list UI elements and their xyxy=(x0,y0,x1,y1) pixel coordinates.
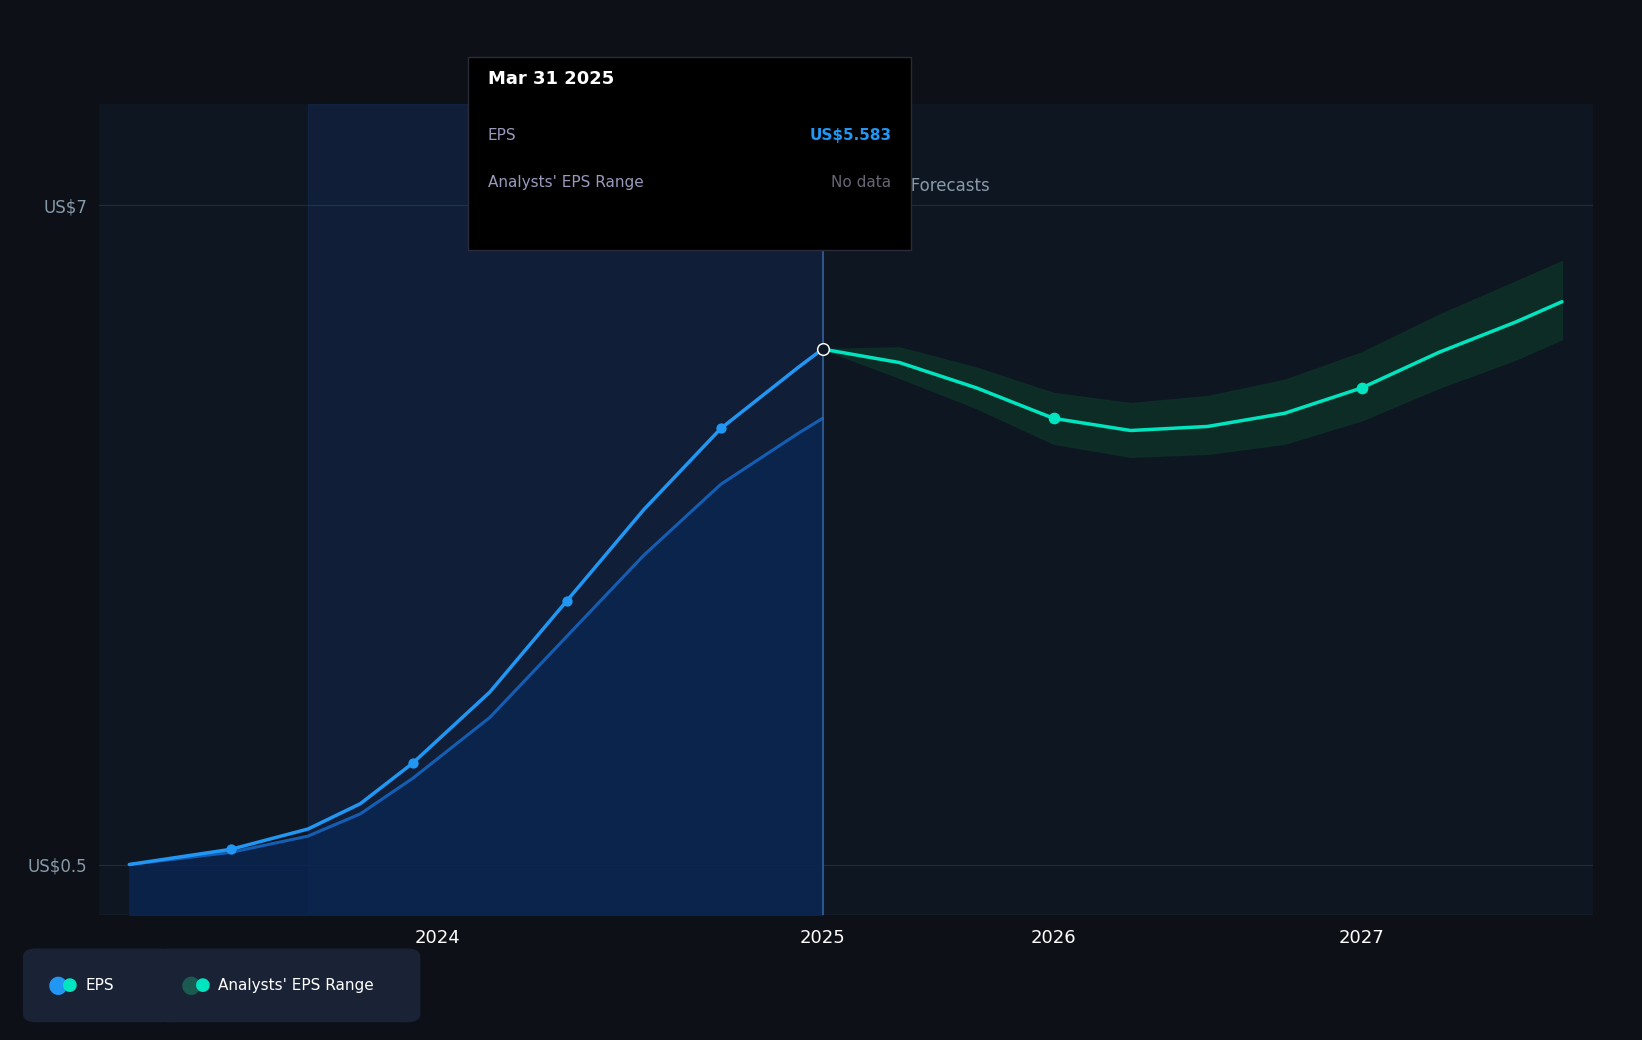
Text: ●: ● xyxy=(48,973,69,997)
Point xyxy=(810,341,836,358)
Text: ●: ● xyxy=(62,977,79,994)
Text: EPS: EPS xyxy=(85,978,113,993)
Point xyxy=(218,841,245,858)
Text: Mar 31 2025: Mar 31 2025 xyxy=(488,70,614,87)
Point xyxy=(1041,410,1067,426)
Text: Actual: Actual xyxy=(750,177,810,196)
Point xyxy=(810,341,836,358)
Point xyxy=(399,755,425,772)
Text: US$5.583: US$5.583 xyxy=(810,128,892,142)
Text: Analysts' EPS Range: Analysts' EPS Range xyxy=(218,978,374,993)
Bar xyxy=(309,104,823,915)
Point xyxy=(708,420,734,437)
Text: Analysts' EPS Range: Analysts' EPS Range xyxy=(488,175,644,189)
Text: Analysts Forecasts: Analysts Forecasts xyxy=(834,177,990,196)
Text: ●: ● xyxy=(195,977,212,994)
Text: ●: ● xyxy=(181,973,202,997)
Point xyxy=(1348,380,1374,396)
Text: No data: No data xyxy=(831,175,892,189)
Text: EPS: EPS xyxy=(488,128,516,142)
Point xyxy=(553,593,580,609)
